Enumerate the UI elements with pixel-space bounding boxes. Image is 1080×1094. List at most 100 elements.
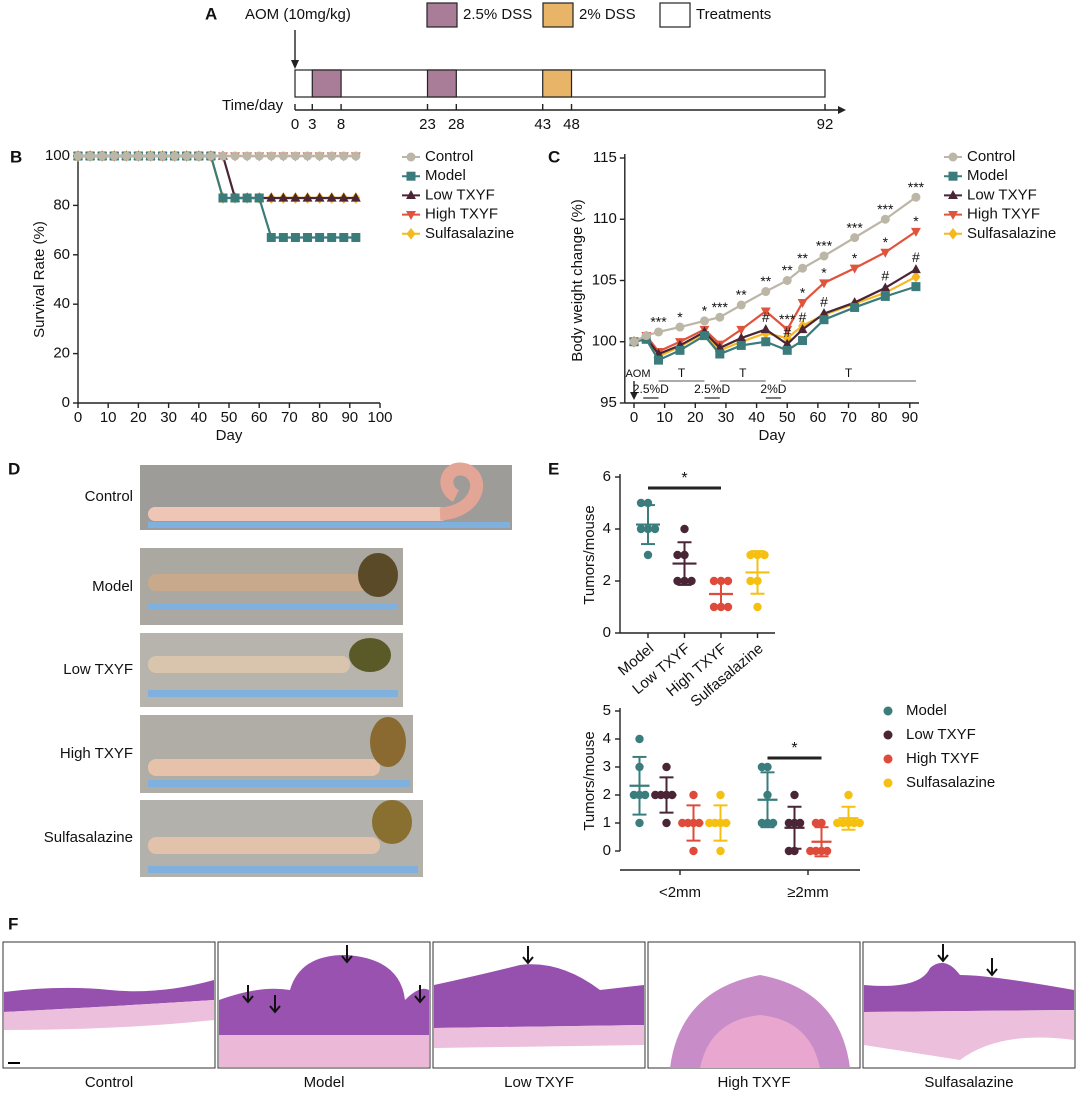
significance: *** [650, 314, 667, 330]
significance: # [783, 324, 791, 340]
marker [303, 151, 313, 161]
arrowhead [629, 392, 638, 400]
series-line [633, 268, 917, 356]
arrows [522, 946, 534, 965]
mucosa [434, 964, 644, 1028]
y-axis-label: Tumors/mouse [581, 505, 598, 604]
dot [709, 576, 719, 586]
dot [806, 846, 815, 856]
treatment-label: T [845, 366, 853, 380]
marker [406, 152, 416, 162]
marker [675, 345, 685, 355]
marker [266, 192, 277, 202]
marker [290, 233, 300, 243]
marker [880, 282, 891, 292]
dot [855, 818, 864, 828]
legend-label: Model [906, 702, 947, 719]
photo-sulfasalazine [140, 800, 423, 877]
mucosa [219, 955, 429, 1040]
y-tick-label: 1 [603, 814, 611, 831]
marker [911, 282, 921, 292]
tick-label: 48 [563, 116, 580, 133]
dot [811, 818, 821, 828]
x-tick-label: 90 [341, 409, 358, 426]
significance: ** [797, 250, 808, 266]
colon [148, 656, 350, 673]
marker [314, 192, 325, 202]
marker [158, 151, 168, 161]
marker [170, 151, 180, 161]
photo-model [140, 548, 403, 625]
marker [242, 193, 252, 203]
colon-end [439, 462, 483, 521]
x-tick-label: 100 [367, 409, 392, 426]
dot [662, 762, 671, 772]
x-tick-label: 60 [251, 409, 268, 426]
dot [705, 818, 714, 828]
marker [782, 338, 793, 348]
x-tick-label: <2mm [659, 884, 701, 901]
x-axis-label: Day [216, 427, 243, 444]
marker [880, 291, 890, 301]
photo-label: Control [85, 488, 133, 505]
x-tick-label: 40 [190, 409, 207, 426]
legend-label: Model [967, 167, 1008, 184]
marker [406, 190, 416, 199]
marker [911, 270, 921, 283]
tick-label: 8 [337, 116, 345, 133]
dss-label: 2%D [760, 382, 786, 396]
marker [303, 233, 313, 243]
dss-segment [542, 69, 573, 98]
marker [797, 324, 808, 334]
y-tick-label: 100 [592, 333, 617, 350]
histology-model [217, 941, 431, 1069]
histology-high-txyf [647, 941, 861, 1069]
marker [641, 331, 651, 341]
dot [709, 602, 719, 612]
x-tick-label: 40 [748, 409, 765, 426]
significance: ** [782, 262, 793, 278]
marker [760, 307, 771, 317]
colon-end [372, 800, 412, 844]
marker [206, 151, 216, 161]
marker [948, 171, 958, 181]
significance: # [881, 268, 889, 284]
legend-label: 2% DSS [579, 6, 636, 23]
marker [406, 171, 416, 181]
dot [680, 524, 689, 534]
marker [629, 337, 639, 347]
marker [109, 151, 119, 161]
marker [351, 151, 361, 161]
marker [714, 342, 725, 352]
dot [822, 846, 832, 856]
marker [736, 300, 746, 310]
marker [850, 302, 860, 312]
dot [784, 818, 794, 828]
marker [254, 151, 264, 161]
marker [406, 211, 416, 220]
significance: * [681, 470, 687, 487]
marker [97, 151, 107, 161]
colon-end [358, 553, 398, 597]
dot [640, 790, 650, 800]
legend-label: High TXYF [967, 206, 1040, 223]
treatment-label: T [739, 366, 747, 380]
marker [315, 151, 325, 161]
ruler [148, 866, 418, 873]
photo-label: High TXYF [60, 745, 133, 762]
marker [327, 151, 337, 161]
marker [290, 151, 300, 161]
colon-end [370, 717, 406, 767]
significance: * [913, 213, 919, 229]
y-tick-label: 0 [62, 394, 70, 411]
marker [182, 151, 192, 161]
histology-sulfasalazine [862, 941, 1076, 1069]
series-line [633, 230, 917, 353]
photo-label: Low TXYF [63, 661, 133, 678]
marker [73, 151, 83, 161]
y-tick-label: 3 [603, 758, 611, 775]
series-line [633, 275, 917, 358]
dot [844, 790, 853, 800]
mucosa [864, 962, 1074, 1012]
